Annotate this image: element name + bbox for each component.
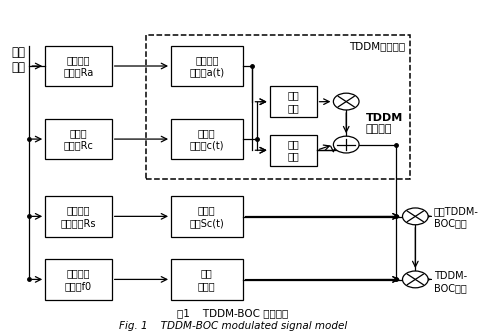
Text: TDDM
调制序列: TDDM 调制序列 bbox=[366, 113, 403, 134]
Bar bbox=[171, 260, 243, 300]
Bar bbox=[45, 119, 112, 159]
Bar bbox=[171, 196, 243, 237]
Bar bbox=[171, 119, 243, 159]
Circle shape bbox=[402, 271, 428, 288]
Bar bbox=[270, 135, 317, 166]
Bar bbox=[147, 35, 410, 178]
Text: 扩频码
发生器c(t): 扩频码 发生器c(t) bbox=[190, 128, 224, 150]
Text: 图1    TDDM-BOC 信号模型: 图1 TDDM-BOC 信号模型 bbox=[177, 308, 288, 318]
Bar bbox=[270, 86, 317, 117]
Text: 载波
发生器: 载波 发生器 bbox=[198, 268, 216, 291]
Text: Fig. 1    TDDM-BOC modulated signal model: Fig. 1 TDDM-BOC modulated signal model bbox=[119, 321, 347, 331]
Text: TDDM-
BOC信号: TDDM- BOC信号 bbox=[434, 271, 467, 293]
Text: 分频至数
据速率Ra: 分频至数 据速率Ra bbox=[63, 55, 94, 77]
Bar bbox=[45, 196, 112, 237]
Bar bbox=[45, 260, 112, 300]
Text: 倍频至载
波频率f0: 倍频至载 波频率f0 bbox=[65, 268, 92, 291]
Circle shape bbox=[334, 136, 359, 153]
Text: 偶数
码片: 偶数 码片 bbox=[287, 139, 299, 162]
Circle shape bbox=[334, 93, 359, 110]
Text: 基带TDDM-
BOC信号: 基带TDDM- BOC信号 bbox=[434, 207, 479, 228]
Text: 倍频至副
载波频率Rs: 倍频至副 载波频率Rs bbox=[61, 205, 96, 228]
Text: 基准
时钟: 基准 时钟 bbox=[11, 46, 26, 74]
Text: 数据消息
发生器a(t): 数据消息 发生器a(t) bbox=[189, 55, 224, 77]
Text: 倍频至
码速率Rc: 倍频至 码速率Rc bbox=[63, 128, 94, 150]
Text: TDDM调制方式: TDDM调制方式 bbox=[349, 41, 405, 51]
Text: 奇数
码片: 奇数 码片 bbox=[287, 91, 299, 113]
Circle shape bbox=[402, 208, 428, 225]
Bar bbox=[171, 46, 243, 86]
Bar bbox=[45, 46, 112, 86]
Text: 方波发
生器Sc(t): 方波发 生器Sc(t) bbox=[190, 205, 224, 228]
